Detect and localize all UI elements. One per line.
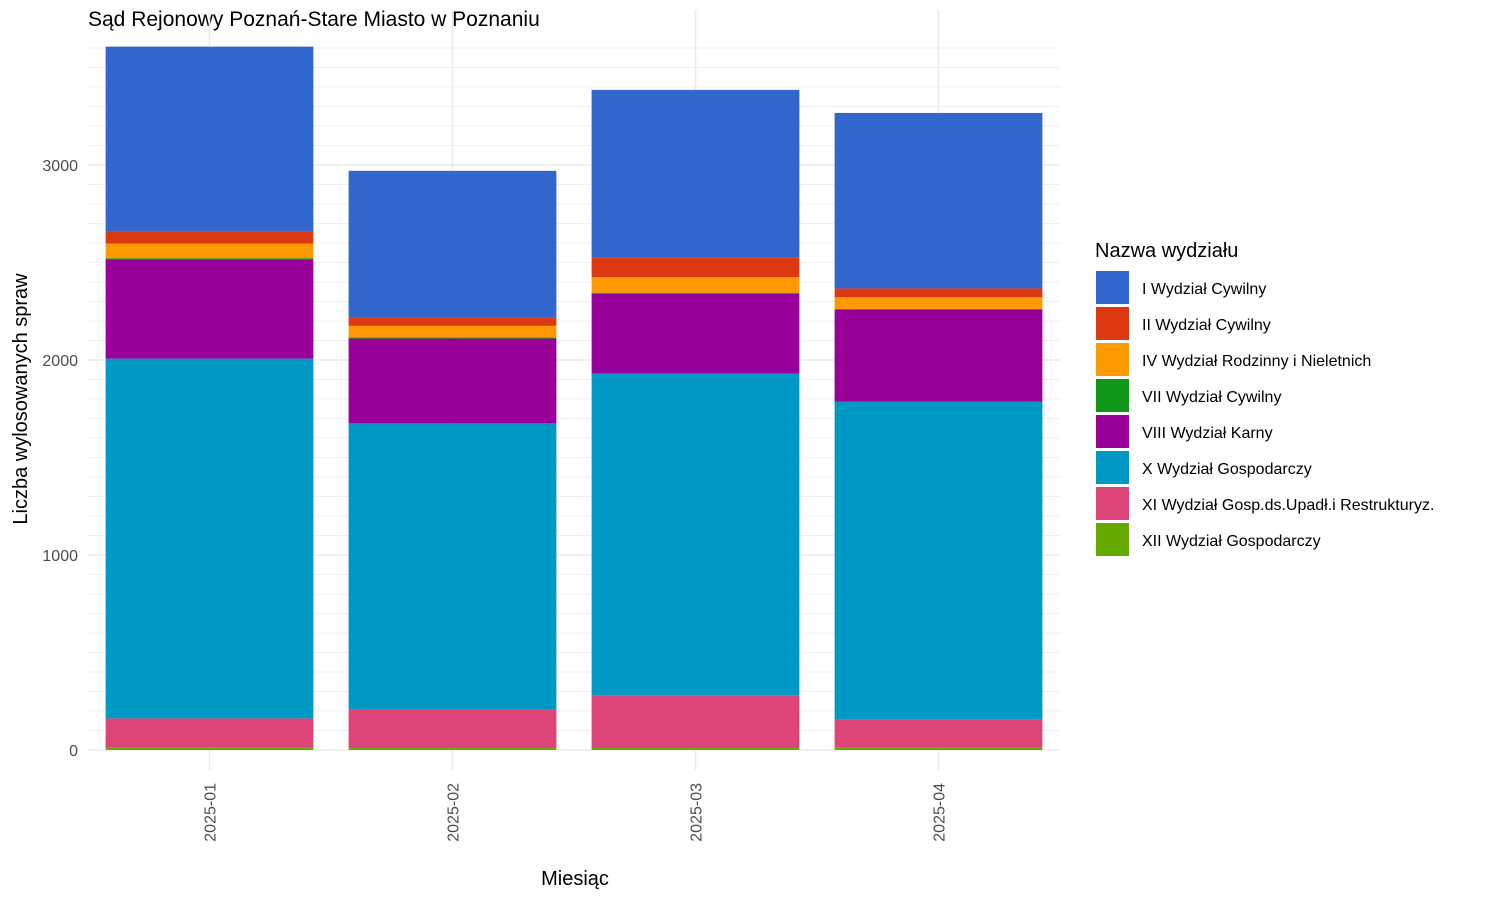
- x-tick-label: 2025-01: [203, 783, 220, 842]
- y-tick-label: 3000: [42, 158, 78, 175]
- y-tick-label: 2000: [42, 353, 78, 370]
- bar-segment: [105, 747, 314, 750]
- bar-segment: [591, 293, 800, 374]
- legend-swatch: [1096, 523, 1129, 556]
- bar-segment: [834, 309, 1043, 402]
- bar-segment: [348, 337, 557, 339]
- chart-title: Sąd Rejonowy Poznań-Stare Miasto w Pozna…: [88, 8, 540, 31]
- x-axis-title: Miesiąc: [541, 868, 609, 890]
- legend-label: VIII Wydział Karny: [1142, 425, 1273, 442]
- bar-segment: [348, 325, 557, 338]
- x-tick-label: 2025-03: [689, 783, 706, 842]
- bar-segment: [591, 277, 800, 293]
- legend-swatch: [1096, 307, 1129, 340]
- legend-label: II Wydział Cywilny: [1142, 317, 1271, 334]
- legend-swatch: [1096, 379, 1129, 412]
- bar-segment: [834, 112, 1043, 289]
- y-axis-ticks: 0 1000 2000 3000: [42, 158, 78, 760]
- legend-label: IV Wydział Rodzinny i Nieletnich: [1142, 353, 1371, 370]
- bar-segment: [591, 748, 800, 750]
- bar-segment: [105, 231, 314, 244]
- legend-swatch: [1096, 487, 1129, 520]
- x-tick-label: 2025-04: [932, 783, 949, 842]
- bar-segment: [591, 89, 800, 258]
- bar-segment: [834, 308, 1043, 310]
- bar-segment: [834, 288, 1043, 298]
- bar-segment: [834, 297, 1043, 309]
- y-axis-title: Liczba wylosowanych spraw: [10, 273, 32, 525]
- bar-segment: [591, 695, 800, 749]
- bar-segment: [348, 338, 557, 424]
- legend-label: X Wydział Gospodarczy: [1142, 461, 1312, 478]
- bar-segment: [105, 259, 314, 359]
- bar-segment: [591, 373, 800, 696]
- bar-segment: [105, 243, 314, 259]
- legend: Nazwa wydziału I Wydział Cywilny II Wydzi…: [1095, 240, 1434, 556]
- y-tick-label: 1000: [42, 548, 78, 565]
- bar-segment: [591, 257, 800, 278]
- bar-segment: [105, 358, 314, 719]
- legend-swatch: [1096, 271, 1129, 304]
- legend-label: VII Wydział Cywilny: [1142, 389, 1281, 406]
- legend-label: XII Wydział Gospodarczy: [1142, 533, 1321, 550]
- legend-swatch: [1096, 451, 1129, 484]
- y-tick-label: 0: [69, 743, 78, 760]
- legend-swatch: [1096, 343, 1129, 376]
- bar-segment: [348, 423, 557, 710]
- legend-label: XI Wydział Gosp.ds.Upadł.i Restrukturyz.: [1142, 497, 1434, 514]
- bar-segment: [105, 718, 314, 748]
- bar-segment: [348, 170, 557, 318]
- bar-segment: [834, 401, 1043, 720]
- bar-segment: [348, 748, 557, 750]
- bar-segment: [348, 317, 557, 326]
- bar-segment: [834, 719, 1043, 748]
- legend-label: I Wydział Cywilny: [1142, 281, 1266, 298]
- x-tick-label: 2025-02: [446, 783, 463, 842]
- legend-swatch: [1096, 415, 1129, 448]
- bar-segment: [105, 46, 314, 232]
- bar-segment: [591, 292, 800, 294]
- legend-title: Nazwa wydziału: [1095, 240, 1238, 262]
- bar-segment: [105, 258, 314, 260]
- x-axis-ticks: 2025-01 2025-02 2025-03 2025-04: [203, 783, 949, 842]
- bars: [105, 46, 1043, 750]
- bar-segment: [348, 709, 557, 749]
- bar-segment: [834, 747, 1043, 750]
